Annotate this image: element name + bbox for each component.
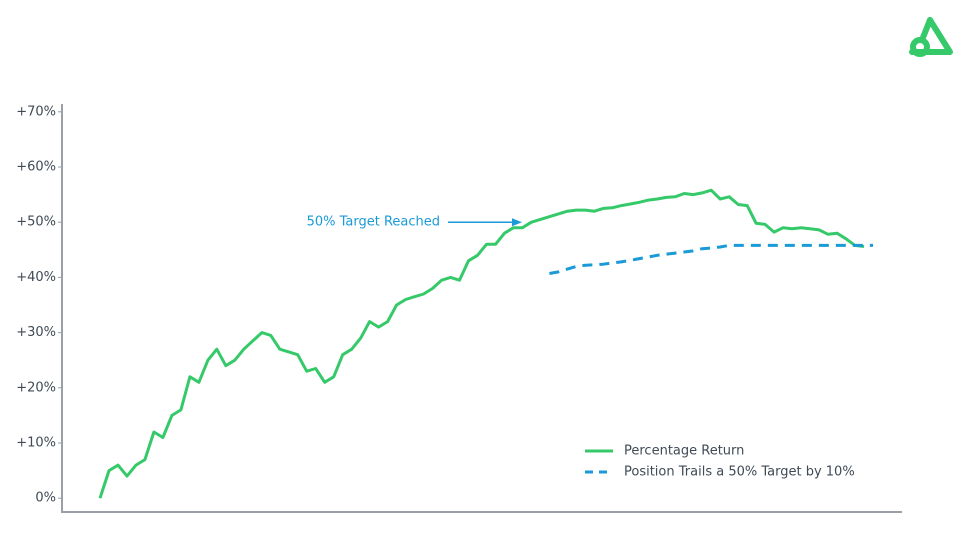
legend-label: Percentage Return xyxy=(624,444,744,459)
y-tick-label: +30% xyxy=(16,325,56,340)
y-tick-label: +60% xyxy=(16,160,56,175)
series-line xyxy=(98,188,865,499)
series-line xyxy=(549,243,873,275)
y-tick-label: 0% xyxy=(35,491,56,506)
y-tick-label: +50% xyxy=(16,215,56,230)
annotation: 50% Target Reached xyxy=(307,215,440,230)
logo xyxy=(909,17,953,57)
legend-label: Position Trails a 50% Target by 10% xyxy=(624,465,855,480)
y-tick-label: +70% xyxy=(16,104,56,119)
y-tick-label: +20% xyxy=(16,380,56,395)
arrow-head xyxy=(512,218,522,227)
y-tick-label: +40% xyxy=(16,270,56,285)
y-tick-label: +10% xyxy=(16,436,56,451)
